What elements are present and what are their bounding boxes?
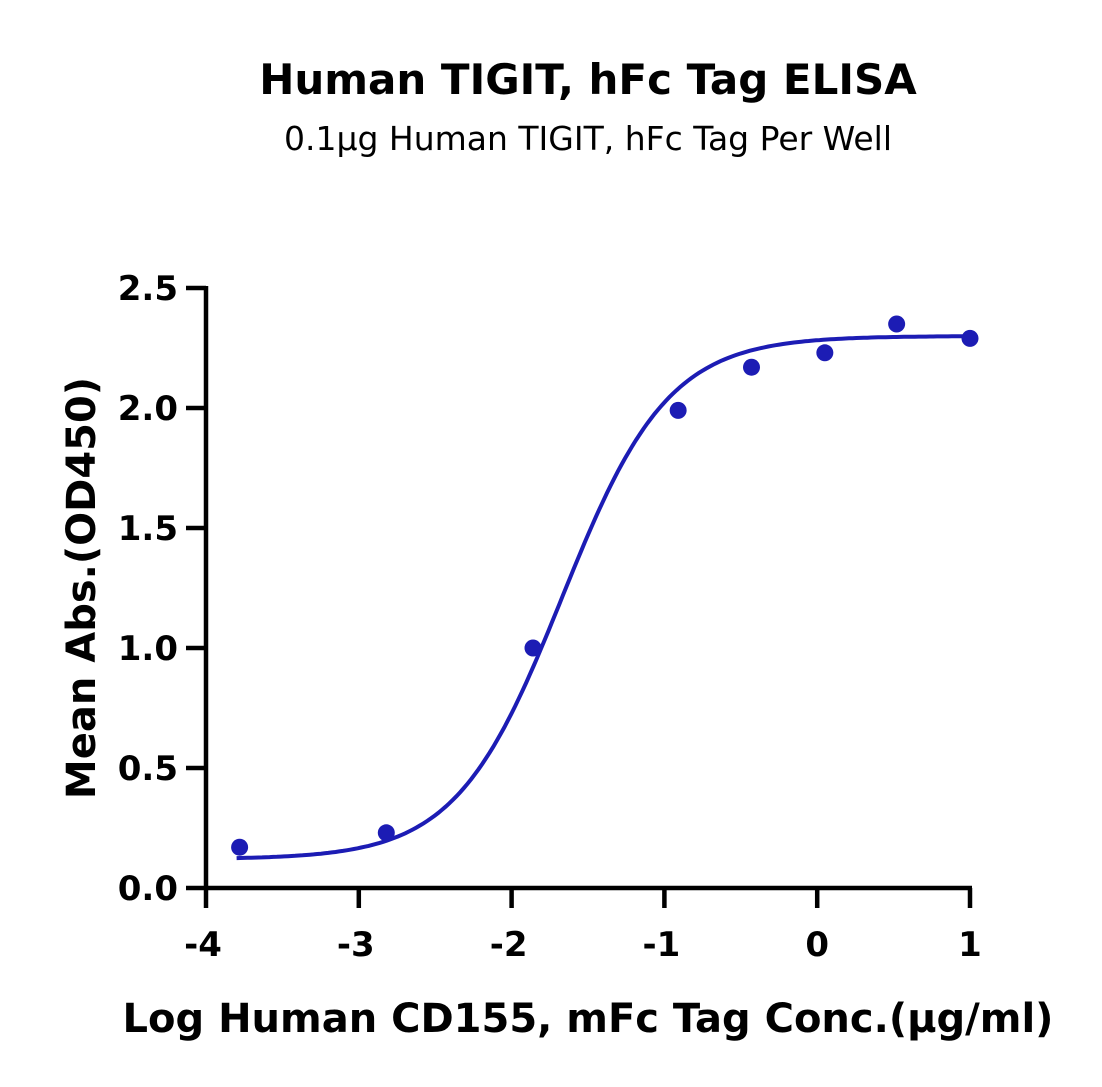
data-point — [377, 824, 395, 842]
y-tick-label: 1.0 — [118, 629, 178, 669]
data-point — [231, 838, 249, 856]
x-tick-label: 0 — [805, 925, 829, 965]
y-ticks: 0.0 0.5 1.0 1.5 2.0 2.5 — [118, 269, 206, 909]
x-ticks: -4 -3 -2 -1 0 1 — [184, 888, 982, 965]
y-tick-label: 0.0 — [118, 869, 178, 909]
y-tick-label: 2.0 — [118, 389, 178, 429]
y-axis-label: Mean Abs.(OD450) — [59, 377, 105, 799]
axes — [203, 286, 972, 891]
data-point — [888, 315, 906, 333]
x-tick-label: -1 — [643, 925, 681, 965]
x-tick-label: -3 — [337, 925, 375, 965]
data-point — [669, 401, 687, 419]
x-tick-label: 1 — [958, 925, 982, 965]
data-point — [961, 329, 979, 347]
x-axis-label: Log Human CD155, mFc Tag Conc.(μg/ml) — [123, 996, 1054, 1042]
data-points — [231, 315, 979, 856]
y-tick-label: 2.5 — [118, 269, 178, 309]
y-tick-label: 1.5 — [118, 509, 178, 549]
data-point — [816, 344, 834, 362]
data-point — [524, 639, 542, 657]
data-point — [742, 358, 760, 376]
chart-title: Human TIGIT, hFc Tag ELISA — [259, 55, 917, 104]
y-tick-label: 0.5 — [118, 749, 178, 789]
fit-curve — [236, 334, 971, 861]
chart-subtitle: 0.1μg Human TIGIT, hFc Tag Per Well — [284, 119, 892, 158]
x-tick-label: -4 — [184, 925, 222, 965]
x-tick-label: -2 — [490, 925, 528, 965]
